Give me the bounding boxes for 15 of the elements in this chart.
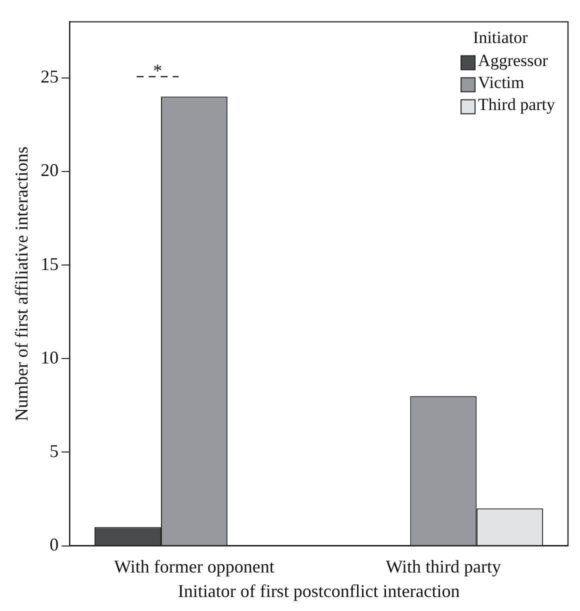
y-tick-label: 15 (40, 254, 59, 274)
y-tick-label: 25 (40, 66, 59, 87)
y-tick-label: 10 (40, 347, 59, 368)
y-tick-label: 0 (50, 534, 59, 555)
legend-label: Third party (478, 94, 556, 114)
legend-title: Initiator (473, 28, 528, 47)
y-tick-label: 20 (40, 160, 59, 180)
legend-label: Aggressor (478, 50, 548, 70)
annotation: * (153, 60, 162, 80)
y-tick-label: 5 (50, 440, 59, 461)
x-axis-title: Initiator of first postconflict interaction (178, 580, 460, 601)
x-tick-label: With third party (386, 556, 502, 576)
x-tick-label: With former opponent (114, 556, 274, 576)
y-axis-title: Number of first affiliative interactions (12, 146, 32, 422)
legend-label: Victim (478, 72, 524, 92)
